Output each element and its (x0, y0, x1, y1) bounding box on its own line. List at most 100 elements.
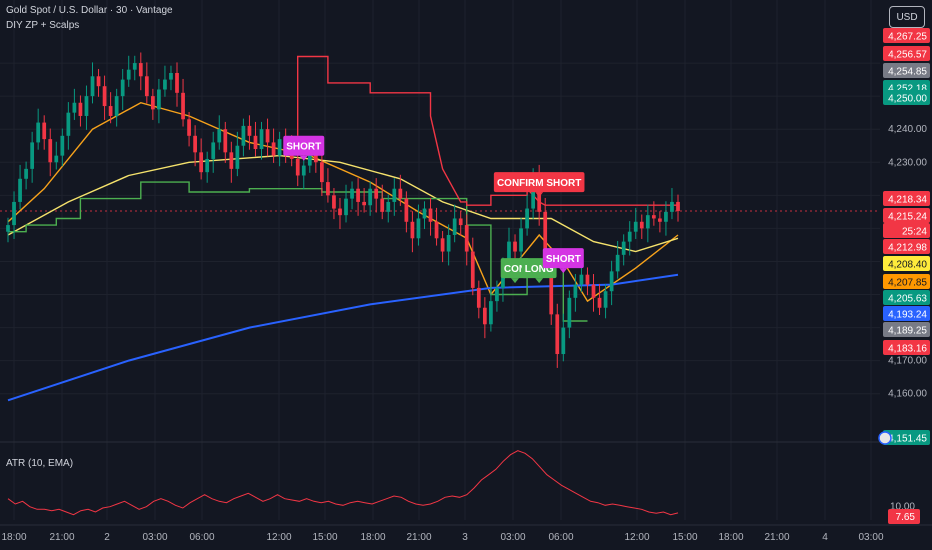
candle (489, 287, 493, 332)
candle-body (66, 112, 71, 136)
candle (495, 280, 499, 312)
candle (132, 55, 137, 81)
price-axis[interactable]: 4,160.00 4,170.00 4,230.00 4,240.00 4,267.25… (878, 0, 932, 550)
candle (138, 52, 143, 91)
candle-body (108, 106, 113, 116)
candle-body (84, 96, 89, 116)
price-label-bg (883, 239, 930, 254)
candle-body (217, 129, 222, 143)
candle-body (338, 208, 342, 216)
candle-body (320, 162, 324, 183)
price-label: 4,208.40 (883, 256, 930, 271)
candle (374, 178, 379, 213)
price-label-text: 4,215.24 (888, 212, 927, 223)
time-tick: 3 (462, 532, 468, 543)
candle-body (368, 188, 373, 206)
price-label-text: 4,183.16 (888, 344, 927, 355)
candle (24, 161, 28, 190)
candle (326, 168, 330, 203)
time-tick: 03:00 (858, 532, 883, 543)
candle-body (175, 72, 179, 93)
price-label-bg (883, 46, 930, 61)
signal-text: LONG (525, 264, 554, 275)
candle-body (374, 188, 379, 199)
candle-body (633, 221, 638, 232)
candle (555, 303, 560, 368)
candle-body (597, 297, 602, 308)
candle (6, 217, 10, 243)
price-label: 4,256.57 (883, 46, 930, 61)
candle (585, 267, 590, 296)
signal-pointer (535, 192, 544, 198)
time-tick: 18:00 (360, 532, 385, 543)
currency-button[interactable]: USD (889, 6, 925, 28)
candle-body (362, 201, 366, 206)
candle (241, 118, 246, 157)
candle (108, 92, 113, 124)
candle (446, 224, 451, 266)
candle (78, 95, 83, 127)
signal-box (493, 172, 585, 193)
price-label: 4,254.85 (883, 63, 930, 78)
candle-body (476, 287, 481, 308)
candle-body (295, 158, 300, 176)
candle (404, 191, 409, 233)
price-label-bg (883, 191, 930, 206)
candle (253, 121, 258, 157)
candle-body (90, 76, 95, 97)
candle-body (489, 301, 493, 325)
candle (368, 181, 373, 216)
signal-confirm-short: CONFIRM SHORT (493, 172, 585, 198)
signal-box (542, 248, 584, 269)
price-label-bg (883, 223, 930, 238)
candle-body (651, 215, 656, 219)
candle (235, 131, 240, 177)
time-tick: 21:00 (406, 532, 431, 543)
candle-body (495, 287, 499, 302)
candle-body (549, 258, 554, 315)
candle-body (525, 208, 529, 229)
time-tick: 12:00 (624, 532, 649, 543)
signal-short: SHORT (283, 135, 325, 161)
atr-pane (7, 450, 679, 516)
price-tick: 4,240.00 (888, 124, 927, 135)
candle (452, 204, 457, 243)
candle-body (507, 241, 511, 269)
candle-body (60, 135, 65, 156)
time-tick: 06:00 (189, 532, 214, 543)
candle (229, 141, 234, 183)
candle-body (144, 76, 149, 97)
candle (567, 290, 572, 339)
price-label-bg (883, 322, 930, 337)
candle (440, 231, 445, 263)
candle-body (380, 198, 385, 212)
candle (658, 211, 662, 233)
price-label: 4,193.24 (883, 306, 930, 321)
candle-body (398, 188, 403, 199)
time-axis[interactable]: 18:00 21:00 2 03:00 06:00 12:00 15:00 18:00 21:0… (0, 524, 932, 543)
candle (96, 69, 101, 97)
flag-icon (878, 431, 892, 445)
price-label-text: 4,189.25 (888, 326, 927, 337)
candle (609, 260, 614, 306)
price-label-bg (883, 256, 930, 271)
candle-body (36, 122, 41, 143)
candle-body (265, 129, 270, 143)
candle (434, 207, 439, 246)
price-label: 4,207.85 (883, 274, 930, 289)
candle-body (126, 69, 131, 80)
candle-body (42, 122, 47, 140)
price-label: 4,215.24 (883, 208, 930, 223)
candle (513, 234, 517, 263)
candle-body (150, 96, 155, 110)
candle-body (422, 208, 427, 219)
candle-body (199, 152, 204, 173)
candle-body (639, 221, 644, 229)
price-tick: 4,230.00 (888, 157, 927, 168)
candle-body (102, 86, 107, 107)
candle (386, 194, 391, 223)
price-label-bg (883, 208, 930, 223)
candle (645, 204, 650, 243)
